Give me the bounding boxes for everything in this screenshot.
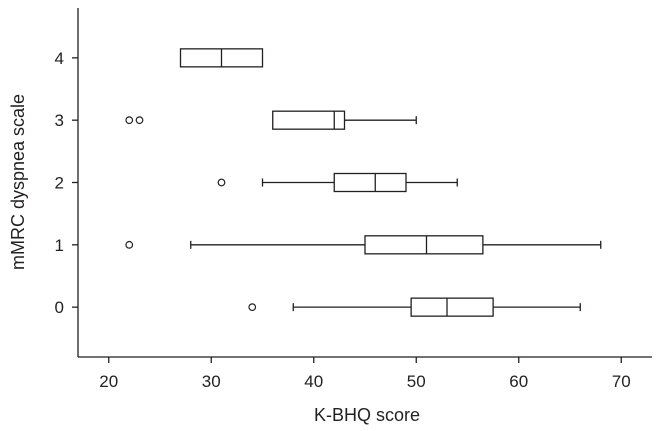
box-marks [125,48,602,317]
x-tick-label-30: 30 [202,372,221,391]
axes: 20 30 40 50 60 70 0 1 2 3 4 [55,8,652,391]
box-3 [272,110,346,130]
x-tick-label-40: 40 [304,372,323,391]
box-group-0 [248,297,581,317]
box-0 [410,297,494,317]
outlier-1-0 [125,240,134,249]
y-tick-label-2: 2 [55,174,64,193]
box-group-4 [179,48,264,68]
x-tick-label-50: 50 [407,372,426,391]
y-axis-title: mMRC dyspnea scale [8,94,28,270]
box-group-1 [125,235,602,255]
y-tick-label-4: 4 [55,49,64,68]
box-1 [364,235,484,255]
box-2 [333,172,407,193]
x-axis-title: K-BHQ score [314,405,420,425]
x-tick-label-70: 70 [612,372,631,391]
outlier-0-0 [248,303,257,312]
box-group-2 [217,172,458,193]
box-group-3 [125,110,417,130]
y-tick-label-1: 1 [55,236,64,255]
y-tick-label-0: 0 [55,298,64,317]
outlier-3-0 [125,116,134,125]
outlier-3-1 [135,116,144,125]
x-tick-label-20: 20 [99,372,118,391]
y-tick-label-3: 3 [55,111,64,130]
outlier-2-0 [217,178,226,187]
x-tick-label-60: 60 [509,372,528,391]
